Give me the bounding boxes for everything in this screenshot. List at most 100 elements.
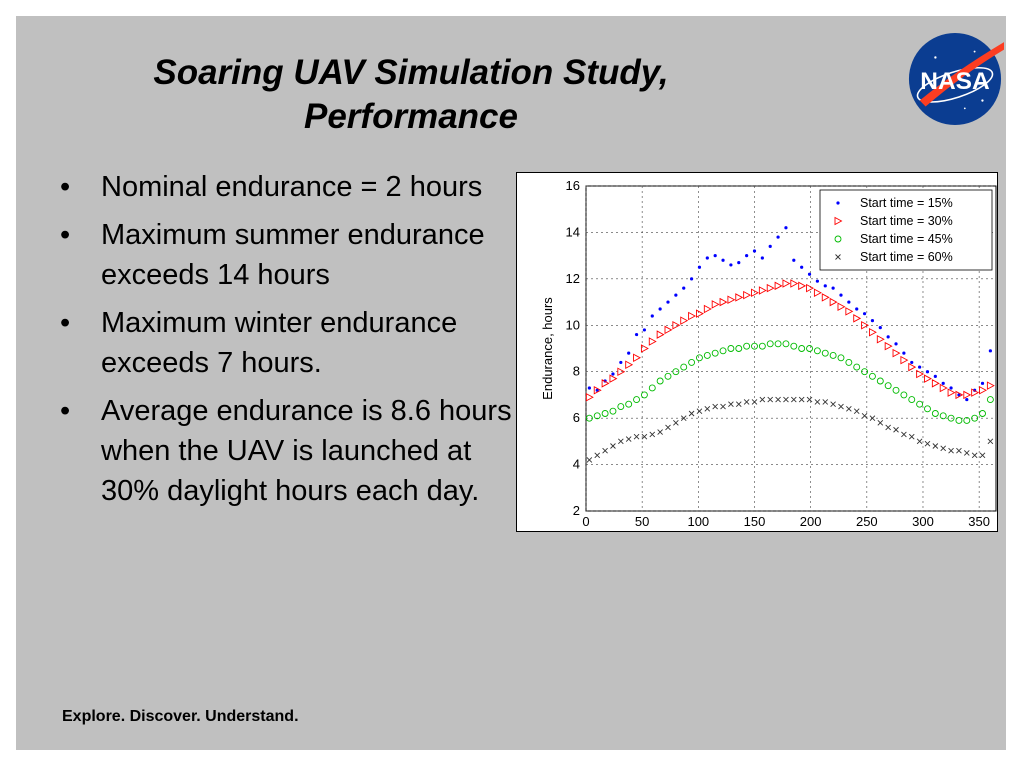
data-point-series-3	[696, 354, 703, 362]
x-tick-label: 0	[582, 514, 589, 529]
data-point-series-2	[924, 374, 932, 383]
data-point-series-3	[751, 342, 758, 350]
data-point-series-4	[869, 415, 876, 421]
data-point-series-2	[908, 362, 917, 372]
data-point-series-2	[727, 295, 736, 305]
data-point-series-4	[963, 450, 970, 456]
data-point-series-3	[892, 386, 900, 394]
data-point-series-3	[774, 340, 782, 348]
data-point-series-2	[609, 374, 618, 383]
data-point-series-1	[910, 360, 914, 365]
data-point-series-4	[798, 396, 805, 403]
data-point-series-3	[743, 342, 751, 350]
x-tick-label: 300	[912, 514, 934, 529]
data-point-series-2	[868, 327, 877, 337]
data-point-series-3	[963, 417, 971, 424]
data-point-series-2	[955, 390, 964, 400]
data-point-series-4	[625, 436, 632, 442]
data-point-series-3	[861, 368, 869, 376]
data-point-series-1	[870, 319, 875, 323]
data-point-series-1	[587, 386, 591, 390]
data-point-series-2	[758, 286, 767, 295]
data-point-series-3	[908, 396, 916, 404]
data-point-series-1	[713, 254, 717, 258]
data-point-series-4	[838, 403, 844, 410]
data-point-series-2	[696, 309, 704, 318]
data-point-series-4	[932, 443, 939, 449]
data-point-series-1	[988, 349, 992, 353]
data-point-series-1	[595, 388, 599, 392]
data-point-series-4	[830, 401, 836, 408]
data-point-series-3	[939, 412, 947, 420]
data-point-series-3	[971, 414, 979, 422]
data-point-series-4	[979, 452, 986, 459]
data-point-series-3	[813, 347, 821, 355]
data-point-series-3	[853, 363, 861, 371]
data-point-series-4	[877, 419, 884, 426]
data-point-series-1	[689, 277, 694, 281]
data-point-series-2	[656, 330, 665, 339]
data-point-series-2	[782, 279, 791, 288]
data-point-series-2	[585, 392, 594, 402]
data-point-series-2	[845, 307, 854, 316]
legend-label: Start time = 15%	[860, 196, 953, 210]
data-point-series-2	[766, 283, 775, 293]
data-point-series-3	[664, 372, 672, 380]
data-point-series-4	[885, 424, 891, 431]
data-point-series-1	[862, 312, 867, 316]
data-point-series-1	[894, 342, 898, 346]
nasa-logo: NASA	[908, 32, 1004, 126]
x-tick-label: 100	[687, 514, 709, 529]
data-point-series-4	[767, 396, 774, 403]
data-point-series-1	[823, 284, 827, 288]
data-point-series-4	[688, 410, 695, 417]
y-tick-label: 4	[573, 457, 580, 472]
y-tick-label: 10	[566, 317, 580, 332]
data-point-series-3	[790, 342, 798, 350]
data-point-series-3	[884, 382, 892, 390]
bullet-text: Maximum summer endurance exceeds 14 hour…	[101, 219, 485, 291]
data-point-series-2	[986, 381, 995, 390]
data-point-series-1	[839, 293, 843, 297]
data-point-series-1	[949, 386, 953, 390]
data-point-series-3	[766, 340, 774, 348]
bullet-item: • Average endurance is 8.6 hours when the…	[56, 391, 516, 511]
y-tick-label: 6	[573, 410, 580, 425]
data-point-series-2	[601, 379, 610, 388]
data-point-series-1	[611, 372, 615, 376]
data-point-series-3	[711, 349, 719, 357]
data-point-series-3	[688, 358, 696, 366]
data-point-series-3	[672, 368, 680, 376]
data-point-series-4	[901, 431, 907, 438]
x-tick-label: 350	[968, 514, 990, 529]
y-axis-label: Endurance, hours	[540, 297, 555, 400]
bullet-glyph: •	[60, 395, 71, 427]
data-point-series-2	[711, 300, 720, 309]
data-point-series-2	[703, 304, 712, 314]
bullet-text: Nominal endurance = 2 hours	[101, 171, 483, 203]
data-point-series-4	[853, 408, 860, 414]
data-point-series-3	[821, 349, 829, 357]
data-point-series-2	[680, 316, 689, 325]
data-point-series-4	[893, 426, 899, 433]
data-point-series-1	[776, 235, 780, 239]
data-point-series-4	[775, 396, 781, 403]
data-point-series-3	[703, 352, 711, 359]
data-point-series-1	[925, 370, 930, 374]
data-point-series-4	[665, 424, 671, 431]
data-point-series-4	[783, 396, 789, 403]
data-point-series-2	[853, 314, 862, 323]
data-point-series-2	[916, 369, 925, 379]
data-point-series-4	[948, 447, 954, 454]
data-point-series-4	[735, 401, 742, 408]
data-point-series-4	[673, 419, 679, 426]
data-point-series-2	[735, 293, 744, 302]
data-point-series-2	[743, 290, 752, 300]
data-point-series-3	[829, 352, 837, 359]
bullet-item: • Maximum winter endurance exceeds 7 hour…	[56, 303, 516, 383]
data-point-series-1	[957, 393, 961, 397]
data-point-series-1	[933, 374, 937, 378]
data-point-series-3	[837, 354, 845, 362]
data-point-series-1	[902, 351, 906, 355]
data-point-series-2	[648, 337, 657, 346]
